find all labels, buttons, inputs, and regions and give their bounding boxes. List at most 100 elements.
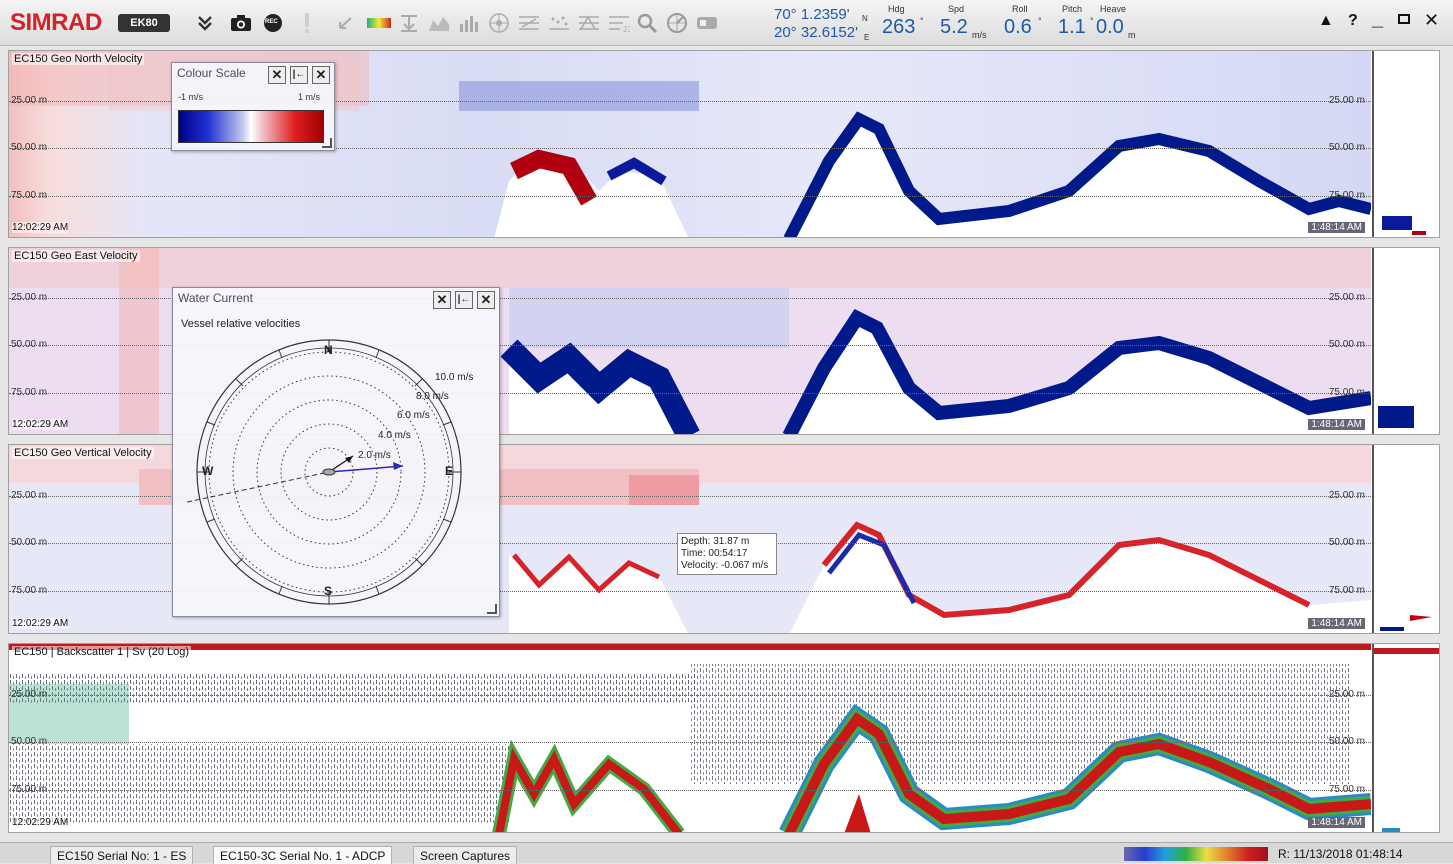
warning-icon[interactable]: ▲ xyxy=(1318,12,1334,29)
svg-text:23: 23 xyxy=(623,25,630,33)
depth-label: 25.00 m xyxy=(11,689,48,700)
side-profile xyxy=(1372,248,1439,434)
pin-icon[interactable]: |← xyxy=(290,66,308,84)
tooltip-time: Time: 00:54:17 xyxy=(681,548,748,559)
west-label: W xyxy=(202,464,214,478)
depth-label: 75.00 m xyxy=(11,190,48,201)
velocity-plot[interactable] xyxy=(9,248,1371,434)
restore-button[interactable] xyxy=(1398,14,1410,24)
echogram-icon[interactable] xyxy=(426,10,452,36)
depth-label-right: 25.00 m xyxy=(1328,689,1365,700)
target-icon[interactable] xyxy=(486,10,512,36)
minimize-button[interactable]: _ xyxy=(1372,8,1384,30)
panel-title: EC150 Geo East Velocity xyxy=(12,250,140,262)
colour-scale-window[interactable]: Colour Scale ✕ |← ✕ -1 m/s 1 m/s xyxy=(171,62,335,151)
depth-label-right: 25.00 m xyxy=(1328,95,1365,106)
south-label: S xyxy=(324,584,333,598)
panel-title: EC150 | Backscatter 1 | Sv (20 Log) xyxy=(12,646,192,658)
depth-label-right: 50.00 m xyxy=(1328,142,1365,153)
top-toolbar: SIMRAD EK80 REC 23 xyxy=(0,0,1453,46)
depth-label: 50.00 m xyxy=(11,736,48,747)
depth-icon[interactable] xyxy=(396,10,422,36)
filter2-icon[interactable] xyxy=(546,10,572,36)
depth-label: 25.00 m xyxy=(11,490,48,501)
backscatter-plot[interactable] xyxy=(9,644,1371,832)
close-button[interactable]: ✕ xyxy=(1424,10,1440,30)
heading-unit: ° xyxy=(920,16,924,26)
close-window-button[interactable]: ✕ xyxy=(312,66,330,84)
roll-value: 0.6 xyxy=(1004,16,1032,38)
color-scale-icon[interactable] xyxy=(366,10,392,36)
alert-bar-icon[interactable] xyxy=(294,10,320,36)
water-current-title: Water Current xyxy=(178,291,253,305)
settings-tool-icon[interactable]: ✕ xyxy=(268,66,286,84)
start-time: 12:02:29 AM xyxy=(12,419,69,430)
compass-icon[interactable] xyxy=(664,10,690,36)
depth-label-right: 75.00 m xyxy=(1328,190,1365,201)
pitch-value: 1.1 xyxy=(1058,16,1086,38)
end-time: 1:48:14 AM xyxy=(1308,419,1365,430)
pin-icon[interactable]: |← xyxy=(455,291,473,309)
bars-icon[interactable] xyxy=(456,10,482,36)
speed-unit: m/s xyxy=(972,30,987,40)
tooltip-velocity: Velocity: -0.067 m/s xyxy=(681,560,769,571)
record-label: REC xyxy=(265,19,278,25)
help-button[interactable]: ? xyxy=(1348,12,1358,29)
depth-gridline xyxy=(9,591,1371,592)
end-time: 1:48:14 AM xyxy=(1308,817,1365,828)
side-profile xyxy=(1372,644,1439,832)
depth-gridline xyxy=(9,790,1371,791)
longitude: 20° 32.6152' xyxy=(774,24,858,41)
status-bar: EC150 Serial No: 1 - ES EC150-3C Serial … xyxy=(0,842,1453,864)
depth-gridline xyxy=(9,393,1371,394)
filter1-icon[interactable] xyxy=(516,10,542,36)
depth-gridline xyxy=(9,345,1371,346)
heave-value: 0.0 xyxy=(1096,16,1124,38)
tab-screen-captures[interactable]: Screen Captures xyxy=(413,846,518,864)
cursor-tooltip: Depth: 31.87 m Time: 00:54:17 Velocity: … xyxy=(677,533,777,575)
depth-label-right: 75.00 m xyxy=(1328,784,1365,795)
backscatter-colour-bar[interactable] xyxy=(1124,847,1268,861)
echogram-backscatter[interactable]: EC150 | Backscatter 1 | Sv (20 Log) 25.0… xyxy=(8,643,1440,833)
east-label: E xyxy=(445,464,454,478)
filter4-icon[interactable]: 23 xyxy=(606,10,632,36)
water-current-window[interactable]: Water Current ✕ |← ✕ Vessel relative vel… xyxy=(172,287,500,617)
simrad-logo: SIMRAD xyxy=(10,9,102,36)
camera-icon[interactable] xyxy=(228,10,254,36)
chevron-double-down-icon[interactable] xyxy=(192,10,218,36)
undo-icon[interactable] xyxy=(334,10,360,36)
depth-label-right: 25.00 m xyxy=(1328,490,1365,501)
roll-unit: ° xyxy=(1038,16,1042,26)
pitch-unit: ° xyxy=(1090,16,1094,26)
roll-label: Roll xyxy=(1012,4,1028,14)
echogram-image xyxy=(9,644,1371,832)
record-button[interactable]: REC xyxy=(260,10,286,36)
depth-label: 25.00 m xyxy=(11,95,48,106)
depth-label: 75.00 m xyxy=(11,585,48,596)
speed-value: 5.2 xyxy=(940,16,968,38)
depth-label: 50.00 m xyxy=(11,142,48,153)
depth-label-right: 25.00 m xyxy=(1328,292,1365,303)
compass-rose xyxy=(187,339,462,605)
panel-title: EC150 Geo North Velocity xyxy=(12,53,145,65)
settings-tool-icon[interactable]: ✕ xyxy=(433,291,451,309)
ring-label-4: 4.0 m/s xyxy=(378,430,411,441)
depth-gridline xyxy=(9,196,1371,197)
filter3-icon[interactable] xyxy=(576,10,602,36)
depth-label-right: 75.00 m xyxy=(1328,387,1365,398)
magnifier-icon[interactable] xyxy=(634,10,660,36)
tab-ec150-es[interactable]: EC150 Serial No: 1 - ES xyxy=(50,846,194,864)
resize-grip-icon[interactable] xyxy=(487,604,497,614)
end-time: 1:48:14 AM xyxy=(1308,618,1365,629)
toggle-icon[interactable] xyxy=(694,10,720,36)
tab-ec150-adcp[interactable]: EC150-3C Serial No. 1 - ADCP xyxy=(213,846,393,864)
side-profile xyxy=(1372,51,1439,237)
start-time: 12:02:29 AM xyxy=(12,817,69,828)
close-window-button[interactable]: ✕ xyxy=(477,291,495,309)
depth-label-right: 50.00 m xyxy=(1328,339,1365,350)
speed-label: Spd xyxy=(948,4,965,14)
resize-grip-icon[interactable] xyxy=(322,138,332,148)
latitude: 70° 1.2359' xyxy=(774,6,850,23)
ring-label-6: 6.0 m/s xyxy=(397,410,430,421)
end-time: 1:48:14 AM xyxy=(1308,222,1365,233)
